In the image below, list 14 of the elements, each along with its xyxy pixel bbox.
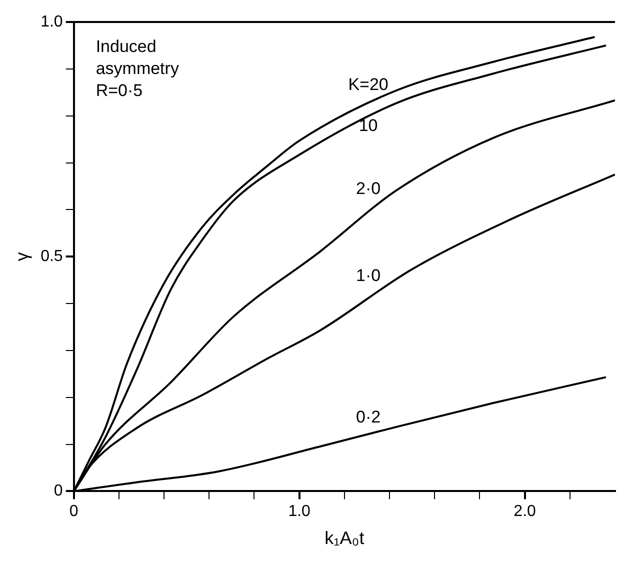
y-axis-title: γ [12,252,32,262]
series-label: 1·0 [356,266,381,286]
x-tick-label: 1.0 [288,503,311,520]
y-tick-label: 0.5 [40,248,63,266]
x-tick-label: 2.0 [514,503,536,520]
y-tick-label: 0 [54,482,63,500]
series-label: 0·2 [356,408,381,427]
x-axis-title: k₁A₀t [324,528,364,548]
y-tick-label: 1.0 [40,13,63,30]
series-label: 10 [358,116,378,135]
series-label: K=20 [348,74,388,94]
series-label: 2·0 [356,178,381,198]
x-tick-label: 0 [69,503,78,520]
annotation: Induced asymmetry R=0·5 [96,36,180,102]
